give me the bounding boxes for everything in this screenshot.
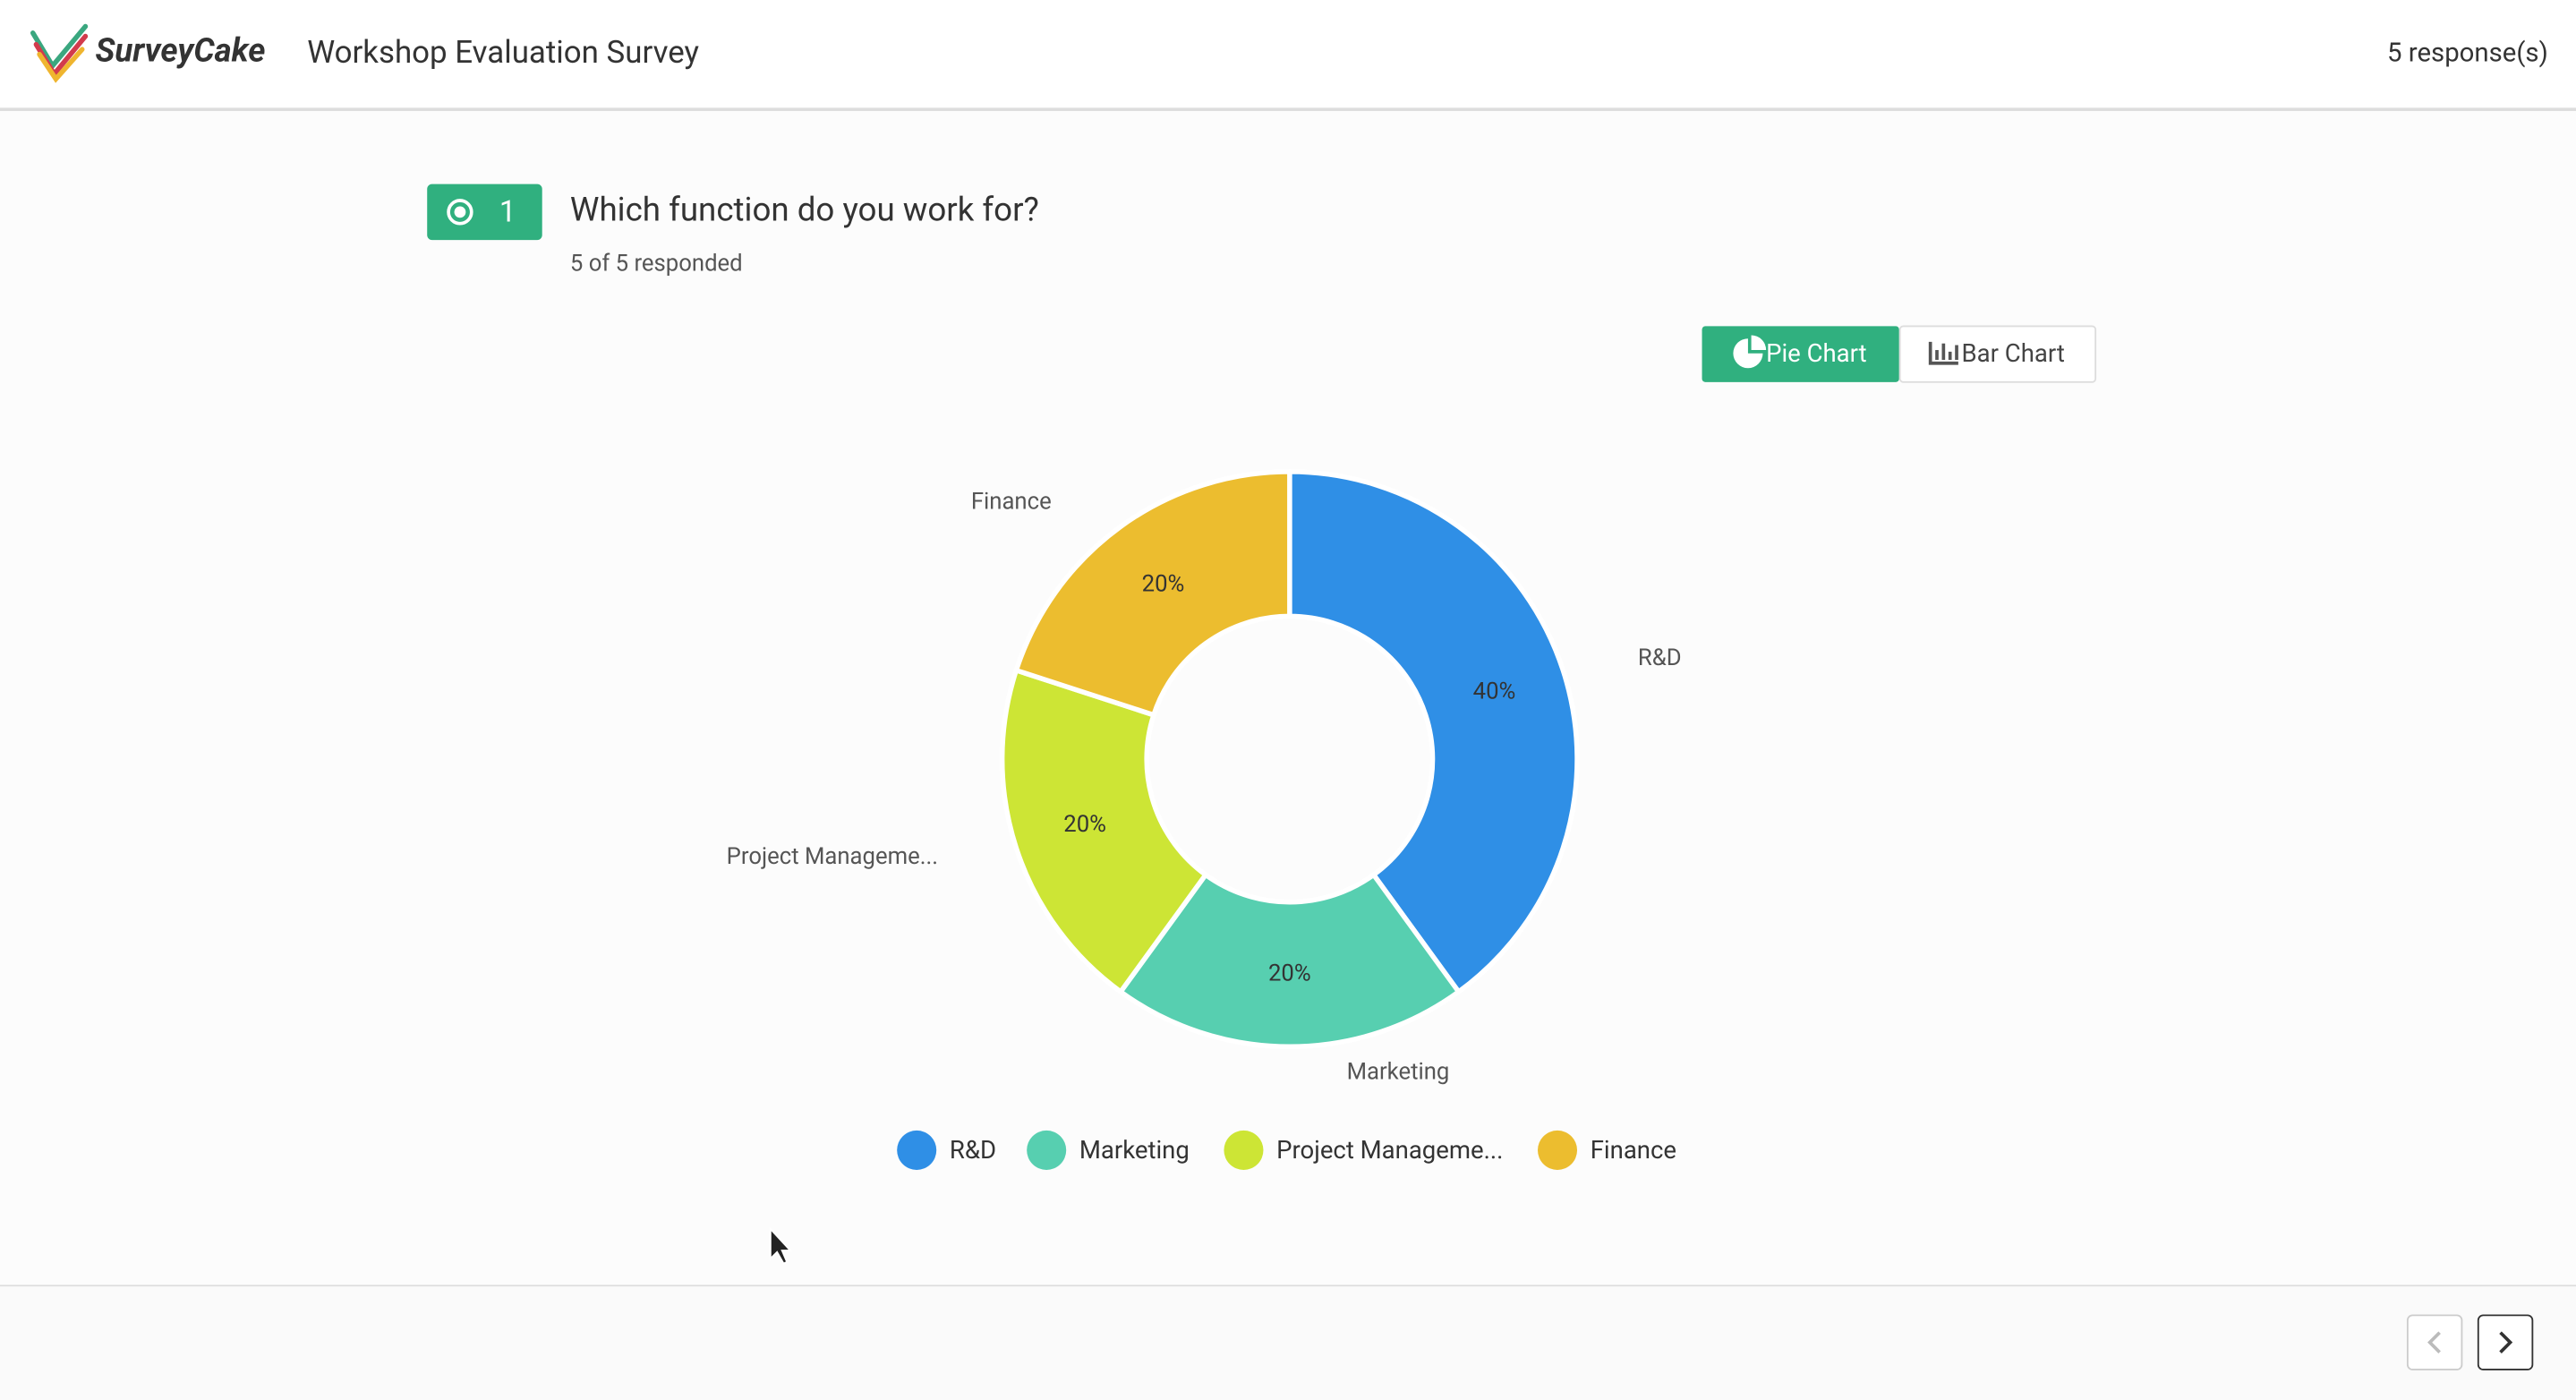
bar-chart-label[interactable]: Bar Chart — [1962, 338, 2065, 368]
donut-slice — [1287, 469, 1580, 995]
donut-slice — [999, 668, 1208, 995]
donut-chart: 40% R&D R&D 20% Marketing Marketing 20% Project… — [727, 469, 1682, 1170]
slice-percent: 20% — [1268, 960, 1311, 986]
legend-swatch — [897, 1130, 937, 1170]
legend-label: Marketing — [1079, 1135, 1190, 1165]
slice-percent: 20% — [1063, 811, 1106, 838]
slice-label: Finance — [971, 489, 1052, 516]
legend-label: Finance — [1591, 1135, 1676, 1165]
survey-title: Workshop Evaluation Survey — [307, 34, 699, 71]
next-button[interactable] — [2477, 1314, 2534, 1370]
next-arrow — [2499, 1331, 2513, 1353]
legend-swatch — [1537, 1130, 1578, 1170]
donut-slice — [1118, 872, 1462, 1050]
prev-arrow — [2427, 1331, 2441, 1353]
slice-label: R&D — [1638, 645, 1682, 671]
footer — [0, 1286, 2576, 1400]
slice-percent: 40% — [1473, 679, 1516, 705]
legend-swatch — [1027, 1130, 1067, 1170]
logo-icon — [30, 23, 89, 83]
response-count: 5 response(s) — [2387, 38, 2548, 68]
pie-chart-label[interactable]: Pie Chart — [1766, 338, 1867, 368]
question-number: 1 — [499, 194, 516, 229]
radio-icon — [447, 199, 473, 226]
legend-label: R&D — [950, 1135, 996, 1165]
bar-chart-button[interactable] — [1898, 325, 2097, 383]
legend-label: Project Manageme... — [1276, 1135, 1503, 1165]
slice-label: Project Manageme... — [727, 843, 938, 870]
question-text: Which function do you work for? — [570, 191, 1039, 229]
pie-icon — [1733, 335, 1767, 369]
radio-dot — [454, 206, 466, 218]
logo-text[interactable]: SurveyCake — [95, 31, 265, 70]
responded-count: 5 of 5 responded — [570, 250, 743, 277]
question-badge — [427, 184, 542, 241]
bar-icon — [1928, 341, 1958, 365]
donut-slice — [1013, 469, 1292, 718]
header-bar — [0, 0, 2576, 109]
legend-swatch — [1224, 1130, 1264, 1170]
prev-button[interactable] — [2406, 1314, 2463, 1370]
slice-percent: 20% — [1142, 570, 1185, 597]
mouse-cursor — [769, 1226, 792, 1265]
slice-label: Marketing — [1347, 1058, 1450, 1085]
